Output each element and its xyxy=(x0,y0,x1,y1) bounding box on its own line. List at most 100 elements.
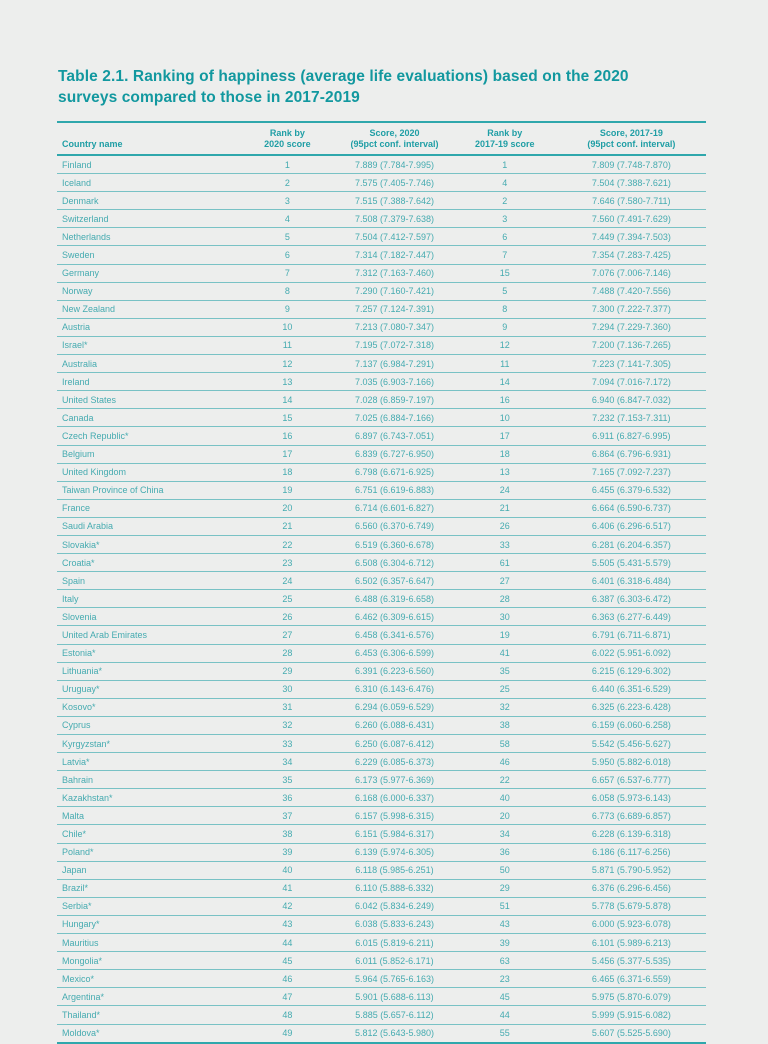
score-2017-19-cell: 6.325 (6.223-6.428) xyxy=(556,698,706,717)
rank-2017-19-cell: 35 xyxy=(452,662,557,681)
score-2017-19-cell: 7.094 (7.016-7.172) xyxy=(556,372,706,392)
score-2020-cell: 6.260 (6.088-6.431) xyxy=(336,716,453,736)
rank-2017-19-cell: 3 xyxy=(452,209,557,229)
rank-2020-cell: 29 xyxy=(238,662,337,681)
country-cell: Moldova* xyxy=(57,1024,239,1044)
score-2020-cell: 7.314 (7.182-7.447) xyxy=(336,245,453,265)
rank-2017-19-cell: 8 xyxy=(452,300,557,319)
score-2020-cell: 7.889 (7.784-7.995) xyxy=(336,155,453,175)
score-2017-19-cell: 6.401 (6.318-6.484) xyxy=(556,571,706,591)
rank-2020-cell: 37 xyxy=(238,806,337,826)
country-cell: Saudi Arabia xyxy=(57,517,239,536)
table-row: United Kingdom 18 6.798 (6.671-6.925) 13 7.1… xyxy=(57,463,706,482)
country-cell: Lithuania* xyxy=(57,662,239,681)
score-2020-cell: 6.110 (5.888-6.332) xyxy=(336,879,453,898)
score-2020-cell: 5.812 (5.643-5.980) xyxy=(336,1024,453,1044)
country-cell: Canada xyxy=(57,408,239,428)
rank-2017-19-cell: 16 xyxy=(452,390,557,410)
country-cell: Kosovo* xyxy=(57,698,239,717)
score-2017-19-cell: 7.165 (7.092-7.237) xyxy=(556,463,706,482)
rank-2020-cell: 31 xyxy=(238,698,337,717)
rank-2017-19-cell: 26 xyxy=(452,517,557,536)
rank-2017-19-cell: 11 xyxy=(452,354,557,374)
rank-2020-cell: 27 xyxy=(238,625,337,645)
rank-2020-cell: 7 xyxy=(238,264,337,283)
rank-2017-19-cell: 27 xyxy=(452,571,557,591)
country-cell: Hungary* xyxy=(57,915,239,935)
rank-2020-cell: 16 xyxy=(238,426,337,446)
rank-2017-19-cell: 17 xyxy=(452,426,557,446)
rank-2017-19-cell: 28 xyxy=(452,589,557,609)
rank-2020-cell: 35 xyxy=(238,770,337,790)
table-row: Netherlands 5 7.504 (7.412-7.597) 6 7.449 (7… xyxy=(57,227,706,247)
rank-2017-19-cell: 45 xyxy=(452,987,557,1007)
table-row: Czech Republic* 16 6.897 (6.743-7.051) 17 6.… xyxy=(57,426,706,446)
rank-2020-cell: 11 xyxy=(238,336,337,356)
score-2020-cell: 5.964 (5.765-6.163) xyxy=(336,969,453,989)
rank-2017-19-cell: 20 xyxy=(452,806,557,826)
rank-2020-cell: 22 xyxy=(238,535,337,555)
score-2017-19-cell: 6.058 (5.973-6.143) xyxy=(556,788,706,808)
country-cell: Czech Republic* xyxy=(57,426,239,446)
rank-2020-cell: 47 xyxy=(238,987,337,1007)
score-2017-19-cell: 6.363 (6.277-6.449) xyxy=(556,607,706,627)
score-2020-cell: 6.453 (6.306-6.599) xyxy=(336,644,453,663)
score-2017-19-cell: 5.975 (5.870-6.079) xyxy=(556,987,706,1007)
rank-2017-19-cell: 44 xyxy=(452,1005,557,1025)
rank-2020-cell: 34 xyxy=(238,752,337,772)
rank-2017-19-cell: 21 xyxy=(452,499,557,518)
rank-2020-cell: 1 xyxy=(238,155,337,175)
rank-2020-cell: 10 xyxy=(238,318,337,337)
table-row: Japan 40 6.118 (5.985-6.251) 50 5.871 (5.790… xyxy=(57,861,706,880)
table-header-row: Country name Rank by 2020 score Score, 2020… xyxy=(57,122,706,156)
rank-2020-cell: 42 xyxy=(238,897,337,916)
rank-2017-19-cell: 55 xyxy=(452,1024,557,1044)
score-2020-cell: 6.897 (6.743-7.051) xyxy=(336,426,453,446)
table-row: Malta 37 6.157 (5.998-6.315) 20 6.773 (6.689… xyxy=(57,806,706,826)
score-2020-cell: 6.391 (6.223-6.560) xyxy=(336,662,453,681)
column-header-score-2020: Score, 2020 (95pct conf. interval) xyxy=(336,122,453,156)
rank-2020-cell: 14 xyxy=(238,390,337,410)
rank-2017-19-cell: 2 xyxy=(452,191,557,211)
rank-2017-19-cell: 7 xyxy=(452,245,557,265)
score-2017-19-cell: 6.455 (6.379-6.532) xyxy=(556,481,706,500)
score-2017-19-cell: 7.200 (7.136-7.265) xyxy=(556,336,706,356)
score-2020-cell: 7.312 (7.163-7.460) xyxy=(336,264,453,283)
country-cell: United States xyxy=(57,390,239,410)
rank-2017-19-cell: 41 xyxy=(452,644,557,663)
rank-2017-19-cell: 36 xyxy=(452,843,557,862)
score-2020-cell: 6.519 (6.360-6.678) xyxy=(336,535,453,555)
rank-2017-19-cell: 34 xyxy=(452,824,557,844)
table-row: Norway 8 7.290 (7.160-7.421) 5 7.488 (7.420-… xyxy=(57,282,706,301)
country-cell: Bahrain xyxy=(57,770,239,790)
score-2020-cell: 7.257 (7.124-7.391) xyxy=(336,300,453,319)
score-2017-19-cell: 7.232 (7.153-7.311) xyxy=(556,408,706,428)
score-2020-cell: 6.508 (6.304-6.712) xyxy=(336,553,453,573)
country-cell: Cyprus xyxy=(57,716,239,736)
rank-2017-19-cell: 14 xyxy=(452,372,557,392)
country-cell: Japan xyxy=(57,861,239,880)
score-2020-cell: 6.157 (5.998-6.315) xyxy=(336,806,453,826)
score-2017-19-cell: 6.940 (6.847-7.032) xyxy=(556,390,706,410)
rank-2020-cell: 12 xyxy=(238,354,337,374)
country-cell: Spain xyxy=(57,571,239,591)
score-2017-19-cell: 5.778 (5.679-5.878) xyxy=(556,897,706,916)
score-2017-19-cell: 6.228 (6.139-6.318) xyxy=(556,824,706,844)
table-row: Lithuania* 29 6.391 (6.223-6.560) 35 6.215 (… xyxy=(57,662,706,681)
score-2017-19-cell: 7.488 (7.420-7.556) xyxy=(556,282,706,301)
table-row: Slovenia 26 6.462 (6.309-6.615) 30 6.363 (6.… xyxy=(57,607,706,627)
rank-2020-cell: 39 xyxy=(238,843,337,862)
rank-2017-19-cell: 4 xyxy=(452,173,557,193)
table-row: Austria 10 7.213 (7.080-7.347) 9 7.294 (7.22… xyxy=(57,318,706,337)
score-2017-19-cell: 6.022 (5.951-6.092) xyxy=(556,644,706,663)
score-2017-19-cell: 5.950 (5.882-6.018) xyxy=(556,752,706,772)
table-row: Iceland 2 7.575 (7.405-7.746) 4 7.504 (7.388… xyxy=(57,173,706,193)
country-cell: Sweden xyxy=(57,245,239,265)
rank-2017-19-cell: 5 xyxy=(452,282,557,301)
table-row: Mongolia* 45 6.011 (5.852-6.171) 63 5.456 (5… xyxy=(57,951,706,971)
score-2017-19-cell: 7.504 (7.388-7.621) xyxy=(556,173,706,193)
table-row: Serbia* 42 6.042 (5.834-6.249) 51 5.778 (5.6… xyxy=(57,897,706,916)
score-2020-cell: 6.488 (6.319-6.658) xyxy=(336,589,453,609)
score-2017-19-cell: 6.376 (6.296-6.456) xyxy=(556,879,706,898)
rank-2020-cell: 36 xyxy=(238,788,337,808)
